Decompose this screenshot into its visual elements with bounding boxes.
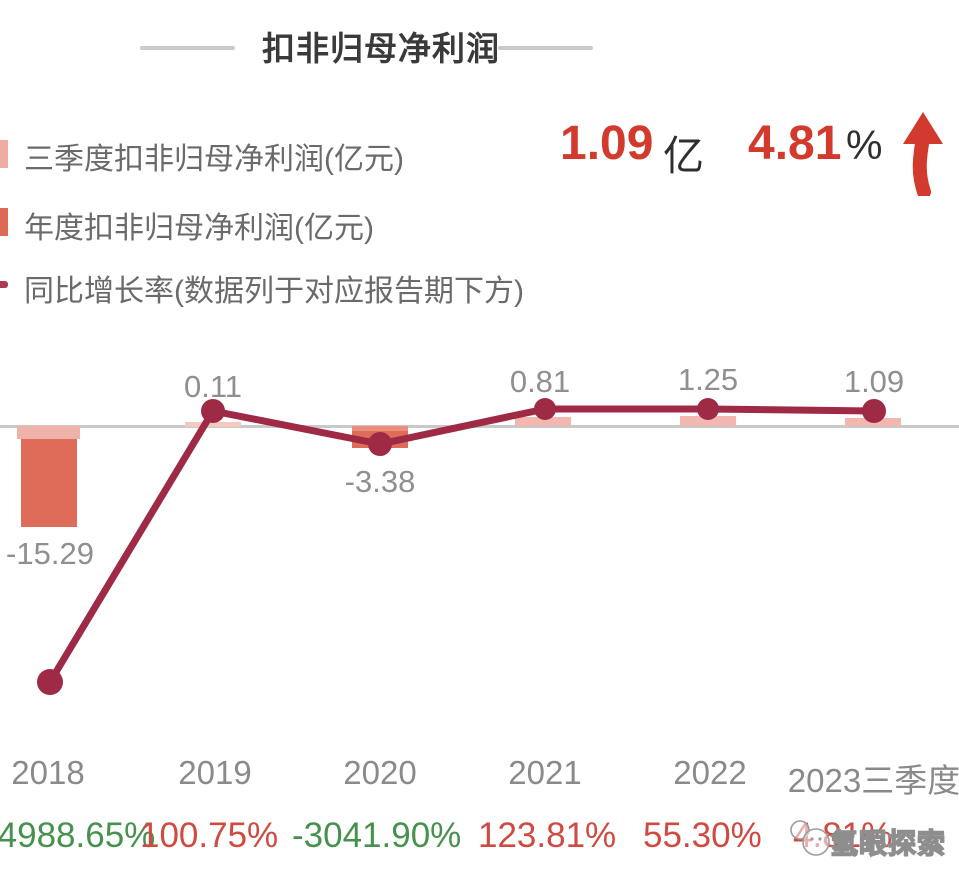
x-axis-label-2021: 2021 [508, 754, 582, 791]
x-axis-label-2023q3: 2023三季度 [787, 762, 959, 799]
growth-label-2021: 123.81% [478, 816, 617, 855]
line-point-2020 [368, 432, 392, 456]
value-label-2023: 1.09 [843, 364, 905, 399]
line-point-2023 [862, 399, 886, 423]
latest-growth-unit: % [846, 122, 883, 168]
latest-profit-unit: 亿 [663, 133, 704, 179]
legend-label-growth: 同比增长率(数据列于对应报告期下方) [24, 275, 524, 308]
bar-2019-q3 [185, 422, 241, 427]
x-axis-label-2018: 2018 [11, 754, 85, 791]
zero-axis-line [0, 425, 959, 428]
growth-label-2022: 55.30% [643, 816, 762, 855]
line-point-2018 [37, 669, 63, 695]
bar-2018-annual [21, 426, 77, 527]
value-label-2022: 1.25 [677, 362, 739, 397]
legend-line-marker-growth [0, 281, 8, 288]
page-title: 扣非归母净利润 [262, 30, 500, 67]
latest-growth-value: 4.81 [748, 117, 842, 170]
x-axis-label-2022: 2022 [673, 754, 747, 791]
bar-2018-q3 [17, 426, 80, 439]
watermark-text: 氢眼探索 [829, 827, 947, 860]
value-label-2020: -3.38 [344, 464, 416, 499]
bar-2021-q3 [515, 417, 571, 426]
growth-label-2018: -4988.65% [0, 816, 156, 855]
up-arrow-icon [893, 108, 951, 201]
title-decor-line-left [140, 46, 235, 50]
value-label-2019: 0.11 [183, 369, 243, 404]
legend-swatch-q3 [0, 140, 8, 168]
growth-label-2019: 100.75% [140, 816, 279, 855]
growth-label-2020: -3041.90% [292, 816, 462, 855]
x-axis-label-2020: 2020 [343, 754, 417, 791]
legend-label-annual: 年度扣非归母净利润(亿元) [24, 212, 374, 245]
line-point-2019 [201, 399, 225, 423]
bar-2022-q3 [680, 416, 736, 426]
bar-2020-q3 [352, 426, 408, 431]
legend-label-q3: 三季度扣非归母净利润(亿元) [24, 143, 404, 176]
title-decor-line-right [498, 46, 593, 50]
watermark: 氢眼探索 [788, 818, 958, 868]
legend-swatch-annual [0, 208, 8, 236]
watermark-logo-icon [790, 820, 830, 856]
x-axis-label-2019: 2019 [178, 754, 252, 791]
value-label-2021: 0.81 [509, 364, 571, 399]
line-point-2021 [534, 398, 556, 420]
latest-profit-value: 1.09 [560, 117, 654, 170]
value-label-2018: -15.29 [6, 536, 94, 571]
line-point-2022 [697, 398, 719, 420]
